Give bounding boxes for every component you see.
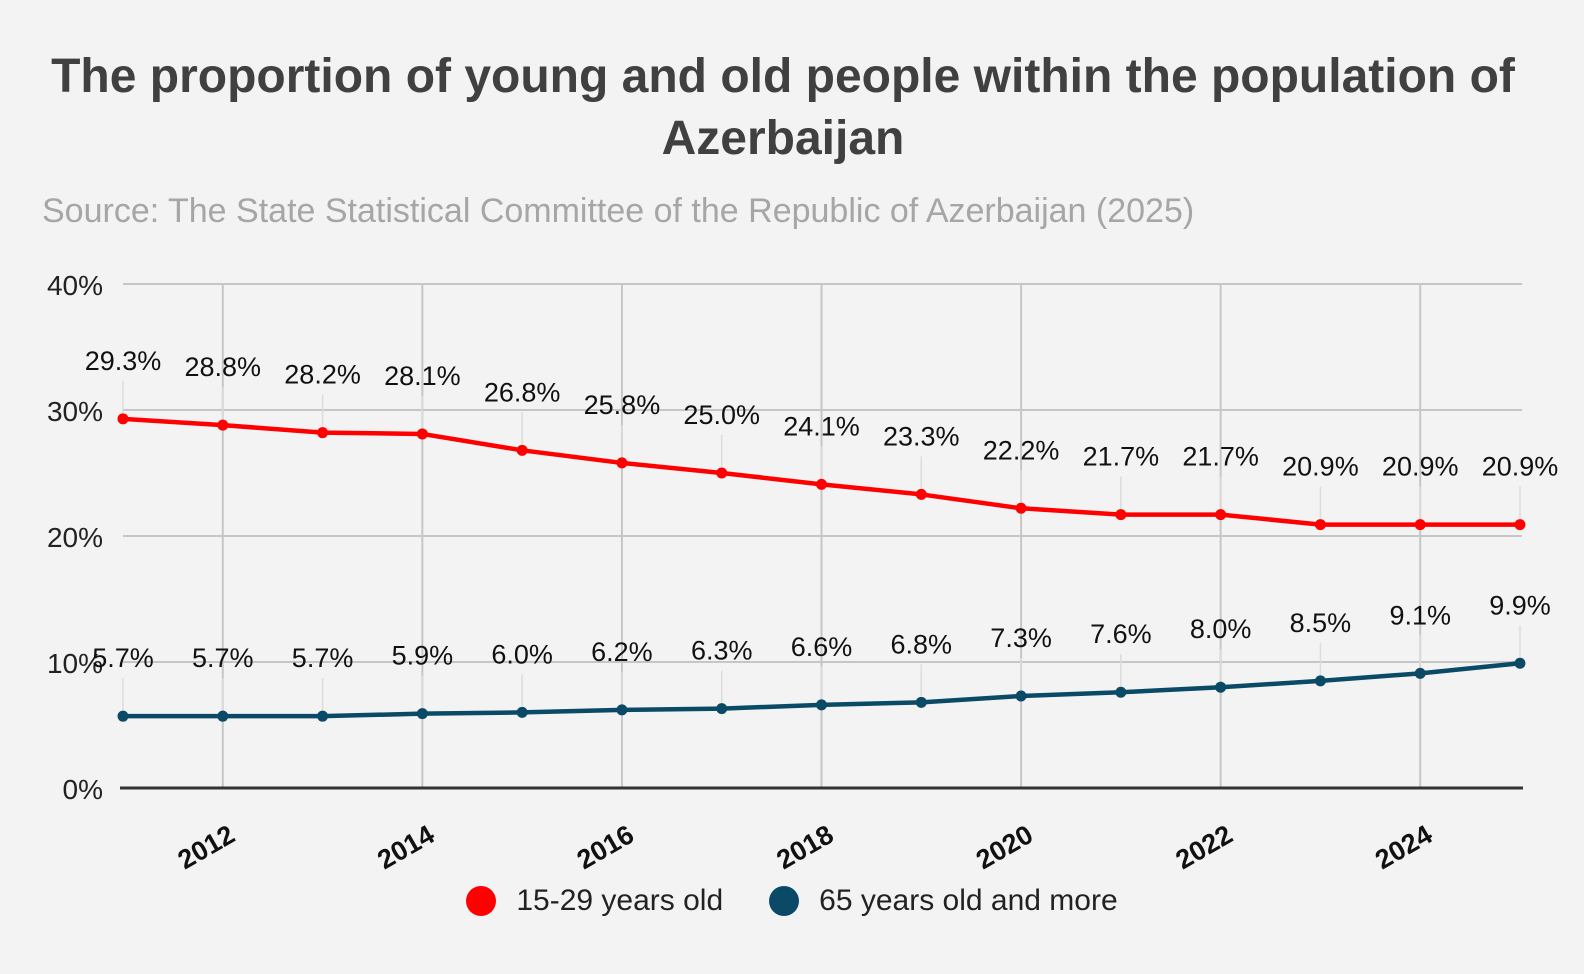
data-label: 7.6% xyxy=(1090,619,1152,649)
x-tick-label: 2016 xyxy=(572,819,639,875)
data-point xyxy=(217,710,229,722)
data-label: 6.0% xyxy=(491,639,553,669)
data-point xyxy=(616,457,628,469)
data-point xyxy=(616,704,628,716)
data-label: 24.1% xyxy=(783,411,860,441)
data-label: 9.9% xyxy=(1489,590,1551,620)
data-point xyxy=(217,419,229,431)
legend-item-old: 65 years old and more xyxy=(769,884,1118,918)
data-point xyxy=(1215,509,1227,521)
data-point xyxy=(1314,519,1326,531)
data-point xyxy=(716,467,728,479)
data-point xyxy=(117,710,129,722)
data-label: 29.3% xyxy=(85,346,162,376)
data-label: 6.3% xyxy=(691,636,753,666)
data-label: 22.2% xyxy=(983,435,1060,465)
data-label: 20.9% xyxy=(1482,452,1559,482)
data-point xyxy=(317,710,329,722)
data-point xyxy=(915,696,927,708)
data-label: 23.3% xyxy=(883,421,960,451)
data-label: 8.5% xyxy=(1290,608,1352,638)
data-label: 8.0% xyxy=(1190,614,1252,644)
data-label: 26.8% xyxy=(484,377,561,407)
legend: 15-29 years old 65 years old and more xyxy=(0,884,1584,918)
data-point xyxy=(1115,686,1127,698)
data-label: 28.1% xyxy=(384,361,461,391)
data-label: 25.0% xyxy=(683,400,760,430)
x-tick-label: 2020 xyxy=(971,819,1038,875)
data-point xyxy=(516,444,528,456)
data-point xyxy=(1514,519,1526,531)
y-tick-label: 20% xyxy=(47,522,103,553)
data-point xyxy=(1414,667,1426,679)
data-point xyxy=(117,413,129,425)
legend-label-young: 15-29 years old xyxy=(516,884,724,917)
data-point xyxy=(416,708,428,720)
data-label: 9.1% xyxy=(1389,600,1451,630)
data-label: 21.7% xyxy=(1182,442,1259,472)
data-label: 7.3% xyxy=(990,623,1052,653)
data-point xyxy=(1015,690,1027,702)
data-label: 25.8% xyxy=(584,390,661,420)
data-label: 6.8% xyxy=(891,629,953,659)
data-label: 20.9% xyxy=(1382,452,1459,482)
y-tick-label: 10% xyxy=(47,648,103,679)
data-label: 6.2% xyxy=(591,637,653,667)
data-label: 20.9% xyxy=(1282,452,1359,482)
data-point xyxy=(317,427,329,439)
data-point xyxy=(1215,681,1227,693)
data-label: 5.7% xyxy=(192,643,254,673)
legend-item-young: 15-29 years old xyxy=(466,884,723,918)
data-point xyxy=(1414,519,1426,531)
chart-title: The proportion of young and old people w… xyxy=(51,50,1515,165)
data-label: 5.7% xyxy=(292,643,354,673)
data-label: 28.2% xyxy=(284,360,361,390)
data-point xyxy=(416,428,428,440)
data-point xyxy=(816,699,827,711)
data-label: 28.8% xyxy=(185,352,262,382)
y-tick-label: 40% xyxy=(47,270,103,301)
x-tick-label: 2018 xyxy=(771,819,838,875)
data-point xyxy=(816,478,827,490)
x-tick-label: 2022 xyxy=(1171,819,1238,875)
data-point xyxy=(516,706,528,718)
line-chart: 0% 10% 20% 30% 40% 2012 2014 2016 2018 2020 2022 20… xyxy=(47,270,1559,875)
x-tick-label: 2024 xyxy=(1370,819,1437,875)
data-point xyxy=(1514,657,1526,669)
data-label: 6.6% xyxy=(791,632,853,662)
data-label: 5.7% xyxy=(92,643,154,673)
y-tick-label: 30% xyxy=(47,396,103,427)
data-point xyxy=(716,703,728,715)
data-label: 21.7% xyxy=(1083,442,1160,472)
x-tick-label: 2012 xyxy=(173,819,240,875)
data-point xyxy=(915,488,927,500)
legend-marker-old xyxy=(769,886,800,916)
legend-label-old: 65 years old and more xyxy=(819,884,1118,917)
data-point xyxy=(1015,502,1027,514)
data-label: 5.9% xyxy=(392,641,454,671)
legend-marker-young xyxy=(466,886,497,916)
chart-subtitle: Source: The State Statistical Committee … xyxy=(42,192,1195,230)
y-tick-label: 0% xyxy=(63,774,103,805)
x-tick-label: 2014 xyxy=(372,819,439,875)
data-point xyxy=(1314,675,1326,687)
data-point xyxy=(1115,509,1127,521)
